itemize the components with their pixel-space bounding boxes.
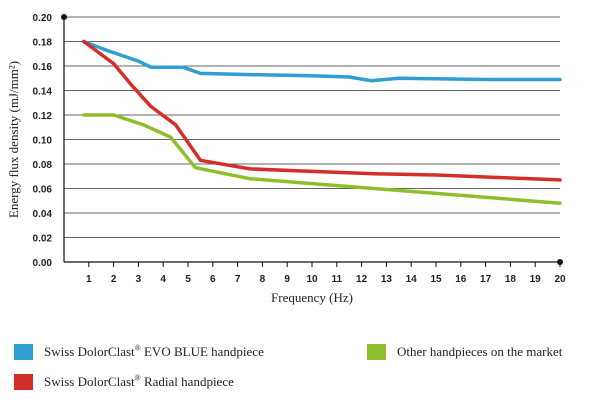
y-tick-label: 0.08 (33, 160, 53, 171)
chart: 0.00 0.02 0.04 0.06 0.08 0.10 0.12 0.14 0.16 0.18… (6, 13, 566, 305)
x-tick-label: 17 (480, 274, 492, 285)
y-tick-labels: 0.00 0.02 0.04 0.06 0.08 0.10 0.12 0.14 0.16 0.18… (33, 13, 53, 269)
legend-swatch-radial (14, 374, 33, 390)
x-tick-label: 10 (306, 274, 318, 285)
x-tick-label: 2 (111, 274, 117, 285)
series-line-1 (82, 39, 562, 182)
x-tick-label: 13 (381, 274, 393, 285)
legend-item-radial: Swiss DolorClast® Radial handpiece (14, 374, 234, 390)
legend-label-radial: Swiss DolorClast® Radial handpiece (44, 373, 234, 389)
x-tick-label: 20 (554, 274, 566, 285)
x-tick-label: 15 (430, 274, 442, 285)
x-tick-label: 7 (235, 274, 241, 285)
y-tick-label: 0.18 (33, 38, 53, 49)
series-line-2 (82, 113, 562, 205)
x-tick-label: 9 (284, 274, 290, 285)
legend-swatch-other (367, 344, 386, 360)
series-line-0 (82, 39, 562, 83)
legend-item-other: Other handpieces on the market (367, 344, 562, 360)
x-tick-label: 16 (455, 274, 467, 285)
x-tick-label: 5 (185, 274, 191, 285)
legend-item-evo-blue: Swiss DolorClast® EVO BLUE handpiece (14, 344, 264, 360)
x-tick-label: 19 (530, 274, 542, 285)
x-tick-label: 3 (136, 274, 142, 285)
y-axis-end-dot (61, 14, 67, 20)
legend-label-other: Other handpieces on the market (397, 344, 563, 359)
y-tick-label: 0.20 (33, 13, 53, 24)
x-tick-label: 11 (332, 274, 343, 285)
x-tick-label: 6 (210, 274, 216, 285)
y-tick-label: 0.10 (33, 136, 53, 147)
legend-label-evo-blue: Swiss DolorClast® EVO BLUE handpiece (44, 343, 264, 359)
x-tick-label: 12 (356, 274, 368, 285)
x-tick-label: 4 (160, 274, 166, 285)
series-lines (82, 39, 562, 205)
y-tick-label: 0.04 (33, 209, 53, 220)
x-tick-label: 1 (86, 274, 92, 285)
y-tick-label: 0.16 (33, 62, 53, 73)
y-tick-label: 0.06 (33, 185, 53, 196)
x-tick-label: 14 (406, 274, 418, 285)
x-tick-label: 8 (260, 274, 266, 285)
y-tick-label: 0.02 (33, 234, 53, 245)
grid-lines (64, 16, 560, 238)
y-axis-title: Energy flux density (mJ/mm²) (6, 61, 21, 218)
x-axis-title: Frequency (Hz) (271, 290, 353, 305)
y-tick-label: 0.12 (33, 111, 53, 122)
x-tick-label: 18 (505, 274, 517, 285)
y-tick-label: 0.00 (33, 258, 53, 269)
x-tick-labels: 1 2 3 4 5 6 7 8 9 10 11 12 13 14 15 16 17 18 19 20 (86, 262, 566, 285)
y-tick-label: 0.14 (33, 87, 53, 98)
legend-swatch-evo-blue (14, 344, 33, 360)
